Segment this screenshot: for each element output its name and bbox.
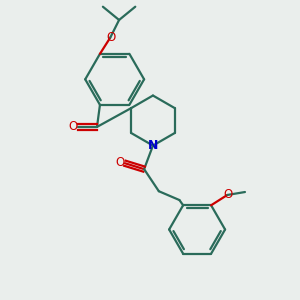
Text: N: N <box>148 139 158 152</box>
Text: O: O <box>115 156 124 169</box>
Text: O: O <box>106 31 115 44</box>
Text: O: O <box>69 120 78 134</box>
Text: O: O <box>223 188 232 201</box>
